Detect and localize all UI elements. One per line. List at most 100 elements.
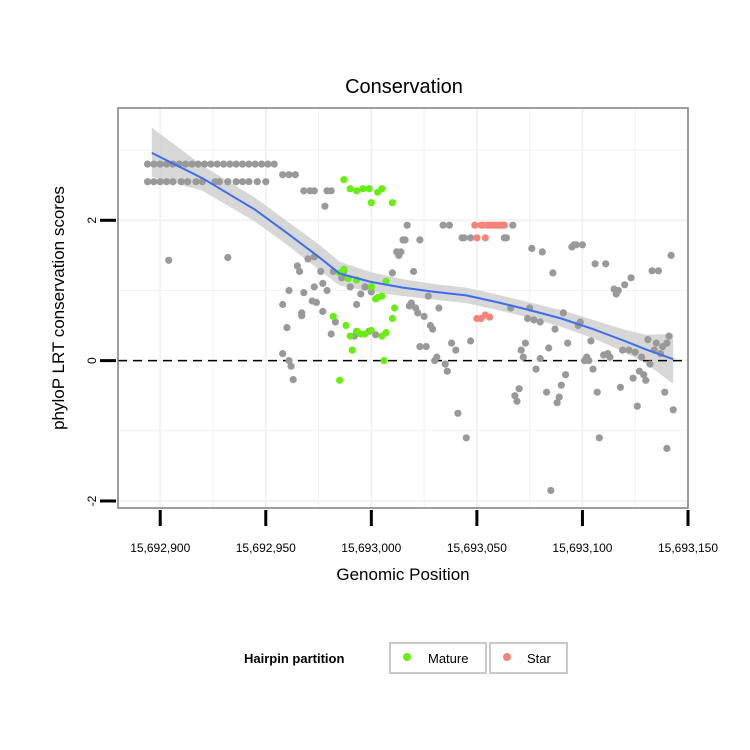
data-point-other: [587, 337, 595, 345]
data-point-mature: [367, 199, 375, 207]
data-point-other: [156, 178, 164, 186]
data-point-other: [467, 234, 475, 242]
y-axis-title: phyloP LRT conservation scores: [49, 186, 68, 430]
data-point-other: [201, 160, 209, 168]
data-point-mature: [365, 185, 373, 193]
data-point-other: [224, 178, 232, 186]
data-point-other: [416, 343, 424, 351]
data-point-other: [296, 267, 304, 276]
data-point-other: [640, 371, 648, 379]
data-point-other: [327, 187, 335, 195]
data-point-other: [194, 160, 202, 168]
legend: Hairpin partition Mature Star: [244, 642, 568, 674]
data-point-mature: [342, 321, 350, 330]
data-point-mature: [346, 185, 354, 193]
chart-title: Conservation: [345, 76, 463, 98]
data-point-other: [422, 343, 430, 351]
data-point-other: [232, 160, 240, 168]
data-point-other: [654, 267, 663, 275]
data-point-other: [220, 160, 228, 168]
data-point-other: [367, 288, 375, 296]
data-point-other: [287, 362, 295, 370]
data-point-other: [441, 360, 449, 368]
data-point-other: [300, 289, 308, 297]
data-point-other: [215, 178, 223, 186]
data-point-other: [258, 160, 266, 168]
data-point-other: [192, 178, 200, 186]
data-point-other: [669, 406, 677, 414]
data-point-other: [585, 357, 593, 365]
x-tick-label: 15,693,000: [341, 541, 401, 555]
data-point-other: [513, 397, 521, 405]
data-point-other: [239, 178, 247, 186]
data-point-other: [606, 353, 614, 361]
data-point-other: [616, 383, 625, 391]
data-point-other: [245, 160, 253, 168]
data-point-other: [226, 160, 234, 168]
data-point-other: [319, 279, 327, 287]
data-point-other: [665, 332, 673, 340]
data-point-other: [435, 304, 443, 312]
legend-label-star: Star: [527, 651, 552, 666]
data-point-other: [424, 292, 432, 300]
data-point-other: [462, 434, 470, 442]
data-point-other: [291, 171, 299, 179]
legend-key-star-box: [489, 642, 568, 674]
data-point-other: [169, 178, 177, 186]
data-point-other: [454, 409, 462, 417]
data-point-other: [304, 255, 312, 263]
data-point-other: [150, 178, 158, 186]
data-point-other: [346, 283, 354, 291]
data-point-other: [150, 160, 158, 168]
data-point-other: [633, 402, 641, 410]
data-point-other: [262, 178, 270, 186]
data-point-other: [388, 269, 396, 277]
data-point-mature: [388, 314, 396, 323]
data-point-other: [224, 253, 232, 262]
x-tick-label: 15,693,100: [552, 541, 612, 555]
data-point-other: [401, 236, 409, 244]
data-point-other: [524, 314, 532, 323]
data-point-other: [467, 337, 475, 345]
data-point-other: [667, 251, 675, 259]
data-point-other: [564, 339, 572, 347]
data-point-star: [486, 313, 494, 321]
data-point-other: [521, 339, 530, 347]
data-point-other: [184, 178, 192, 186]
data-point-other: [578, 241, 587, 249]
data-point-other: [165, 256, 173, 264]
smooth-fit-line: [151, 152, 674, 361]
data-point-other: [572, 241, 580, 249]
data-point-other: [528, 244, 536, 252]
data-point-other: [416, 236, 424, 244]
data-point-other: [543, 388, 551, 396]
data-point-other: [602, 260, 610, 268]
data-point-other: [403, 221, 411, 229]
data-point-other: [652, 339, 660, 347]
data-point-other: [285, 286, 293, 295]
data-point-other: [644, 336, 652, 344]
data-point-mature: [378, 185, 386, 193]
data-point-other: [310, 283, 318, 291]
data-point-other: [213, 160, 221, 168]
data-point-other: [445, 221, 453, 229]
data-point-other: [317, 267, 325, 276]
data-point-other: [553, 399, 561, 407]
data-point-other: [144, 178, 152, 186]
data-point-other: [144, 160, 152, 168]
data-point-mature: [346, 332, 354, 340]
data-point-mature: [380, 357, 388, 365]
data-point-other: [614, 286, 622, 295]
data-point-other: [177, 178, 185, 186]
data-point-other: [298, 312, 306, 320]
data-point-other: [547, 486, 555, 495]
data-point-other: [549, 269, 557, 277]
data-point-other: [663, 444, 671, 452]
data-point-mature: [367, 283, 375, 291]
data-point-other: [289, 376, 297, 384]
data-point-other: [625, 346, 633, 354]
data-point-mature: [336, 376, 344, 384]
x-tick-label: 15,692,900: [130, 541, 190, 555]
data-point-other: [629, 374, 637, 382]
data-point-other: [545, 344, 553, 352]
